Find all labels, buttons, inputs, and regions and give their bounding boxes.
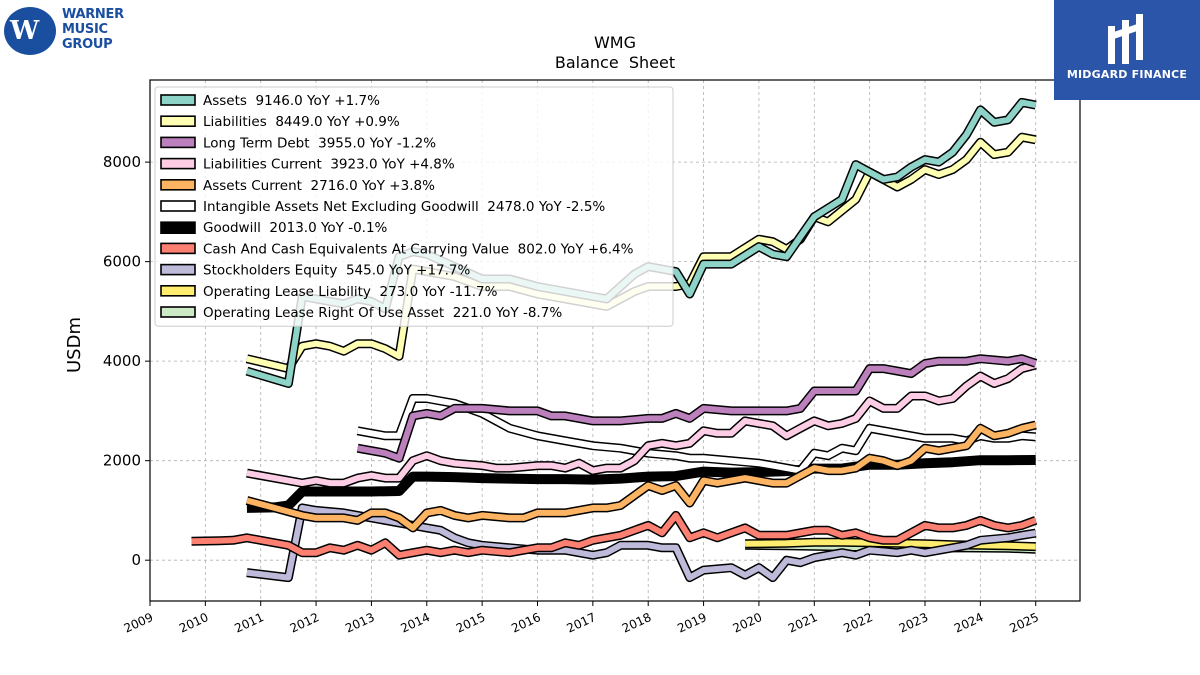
- midgard-mark-icon: [1108, 14, 1143, 64]
- legend-swatch: [160, 221, 196, 234]
- series-stroke: [357, 355, 1037, 462]
- legend-swatch: [160, 242, 196, 255]
- series-line: [191, 510, 1038, 560]
- logo-line: GROUP: [62, 37, 113, 52]
- series-lines: [191, 97, 1038, 583]
- legend-swatch: [160, 94, 196, 106]
- legend-swatch: [160, 306, 196, 318]
- y-axis-label: USDm: [64, 317, 85, 373]
- legend-label: Liabilities Current 3923.0 YoY +4.8%: [203, 157, 455, 173]
- x-tick-label: 2013: [343, 610, 377, 636]
- x-tick-label: 2010: [177, 610, 211, 636]
- chart-subtitle: Balance Sheet: [555, 53, 675, 72]
- logo-line: WARNER: [62, 7, 124, 22]
- series-line: [356, 394, 1037, 476]
- series-stroke: [357, 395, 1036, 474]
- midgard-finance-logo: MIDGARD FINANCE: [1054, 0, 1200, 100]
- x-tick-label: 2023: [897, 610, 931, 636]
- wmg-logo-icon: W: [4, 7, 56, 55]
- y-tick-label: 2000: [103, 452, 141, 470]
- legend-label: Cash And Cash Equivalents At Carrying Va…: [203, 241, 634, 257]
- plot-frame: [149, 79, 1081, 602]
- series-line: [246, 360, 1037, 488]
- series-line: [356, 354, 1038, 463]
- legend-swatch: [160, 115, 196, 127]
- x-tick-label: 2019: [675, 610, 709, 636]
- legend-swatch: [160, 284, 196, 297]
- x-tick-label: 2017: [565, 610, 599, 636]
- legend-swatch: [160, 136, 196, 149]
- series-stroke: [246, 422, 1037, 531]
- legend-swatch: [160, 263, 196, 276]
- x-tick-label: 2022: [841, 610, 875, 636]
- legend-label: Long Term Debt 3955.0 YoY -1.2%: [203, 135, 436, 151]
- y-tick-label: 0: [131, 551, 141, 569]
- legend-label: Operating Lease Right Of Use Asset 221.0…: [203, 305, 562, 321]
- legend-label: Stockholders Equity 545.0 YoY +17.7%: [203, 263, 471, 279]
- chart-title: WMG: [594, 33, 636, 52]
- warner-music-group-logo: W WARNER MUSIC GROUP: [4, 5, 139, 57]
- legend-label: Liabilities 8449.0 YoY +0.9%: [203, 114, 400, 130]
- x-tick-label: 2014: [398, 610, 432, 636]
- legend-swatch: [160, 157, 196, 170]
- legend-box: [154, 86, 674, 327]
- legend: Assets 9146.0 YoY +1.7% Liabilities 8449.…: [154, 86, 674, 327]
- series-line: [245, 420, 1037, 533]
- series-line: [246, 503, 1037, 583]
- x-tick-label: 2020: [731, 610, 765, 636]
- legend-label: Goodwill 2013.0 YoY -0.1%: [203, 220, 388, 236]
- series-line: [246, 455, 1036, 513]
- legend-label: Assets Current 2716.0 YoY +3.8%: [203, 178, 435, 194]
- y-tick-label: 4000: [103, 352, 141, 370]
- x-tick-label: 2016: [509, 610, 543, 636]
- x-tick-label: 2011: [232, 610, 266, 636]
- x-tick-label: 2009: [122, 610, 156, 636]
- series-stroke: [246, 455, 1036, 513]
- x-tick-label: 2018: [620, 610, 654, 636]
- legend-label: Operating Lease Liability 273.0 YoY -11.…: [203, 284, 498, 300]
- series-stroke: [246, 504, 1037, 581]
- legend-swatch: [160, 200, 196, 212]
- legend-swatch: [160, 179, 196, 191]
- x-tick-label: 2025: [1007, 610, 1041, 636]
- x-tick-label: 2024: [952, 610, 986, 636]
- x-tick-label: 2021: [786, 610, 820, 636]
- series-stroke: [191, 512, 1037, 559]
- midgard-finance-name: MIDGARD FINANCE: [1066, 68, 1188, 81]
- legend-label: Intangible Assets Net Excluding Goodwill…: [203, 199, 605, 215]
- x-tick-label: 2015: [454, 610, 488, 636]
- legend-label: Assets 9146.0 YoY +1.7%: [203, 93, 380, 109]
- series-stroke: [246, 362, 1037, 487]
- logo-line: MUSIC: [62, 22, 108, 37]
- x-tick-label: 2012: [288, 610, 322, 636]
- y-tick-label: 6000: [103, 253, 141, 271]
- y-tick-label: 8000: [103, 153, 141, 171]
